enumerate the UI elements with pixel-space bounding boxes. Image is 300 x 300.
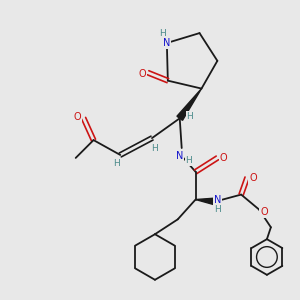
Text: H: H (214, 205, 221, 214)
Text: N: N (176, 151, 183, 161)
Polygon shape (177, 88, 202, 120)
Text: H: H (152, 143, 158, 152)
Text: O: O (74, 112, 82, 122)
Polygon shape (196, 198, 216, 205)
Text: N: N (163, 38, 170, 48)
Text: O: O (249, 173, 257, 183)
Text: H: H (185, 156, 192, 165)
Text: O: O (138, 69, 146, 79)
Text: H: H (186, 112, 193, 121)
Text: H: H (160, 28, 166, 38)
Text: O: O (260, 207, 268, 218)
Text: N: N (214, 194, 221, 205)
Text: H: H (113, 159, 120, 168)
Text: O: O (220, 153, 227, 163)
